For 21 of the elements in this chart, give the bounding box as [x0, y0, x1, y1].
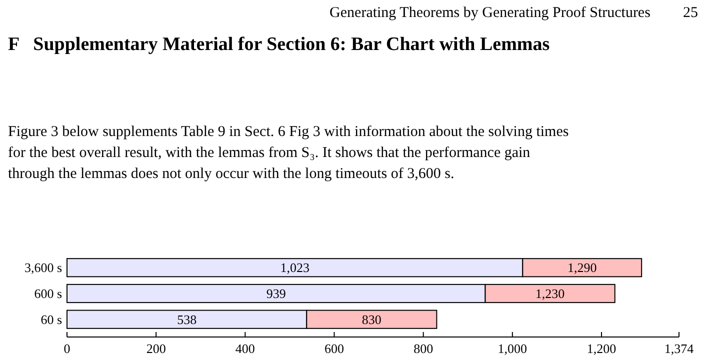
y-tick-label: 60 s: [40, 312, 62, 327]
text: 25: [683, 5, 698, 21]
x-tick-label: 1,200: [586, 341, 616, 356]
chart-title: F Supplementary Material for Section 6: Bar Chart with Lemmas: [8, 34, 550, 55]
data-label: 538: [177, 312, 197, 327]
total-label: 1,290: [567, 260, 597, 276]
x-tick-label: 200: [146, 341, 166, 356]
y-tick-label: 3,600 s: [24, 260, 62, 276]
total-label: 830: [362, 312, 382, 327]
x-tick-label: 0: [64, 341, 70, 356]
data-label: 1,023: [280, 260, 310, 276]
x-tick-label: 1,000: [498, 341, 528, 356]
caption: Figure 3 below supplements Table 9 in Sect. 6 Fig 3 with information about the solving times for the best overall result, with the lemmas from S₃. It shows that the performance gain through the lemmas does not only occur with the long timeouts of 3,600 s.: [8, 124, 569, 182]
y-tick-label: 600 s: [34, 286, 62, 302]
total-label: 1,230: [535, 286, 565, 302]
x-tick-label: 1,374: [664, 341, 694, 356]
x-tick-label: 400: [235, 341, 255, 356]
x-tick-label: 800: [414, 341, 434, 356]
data-label: 939: [266, 286, 286, 302]
x-tick-label: 600: [324, 341, 344, 356]
text: Generating Theorems by Generating Proof Structures: [330, 5, 651, 21]
